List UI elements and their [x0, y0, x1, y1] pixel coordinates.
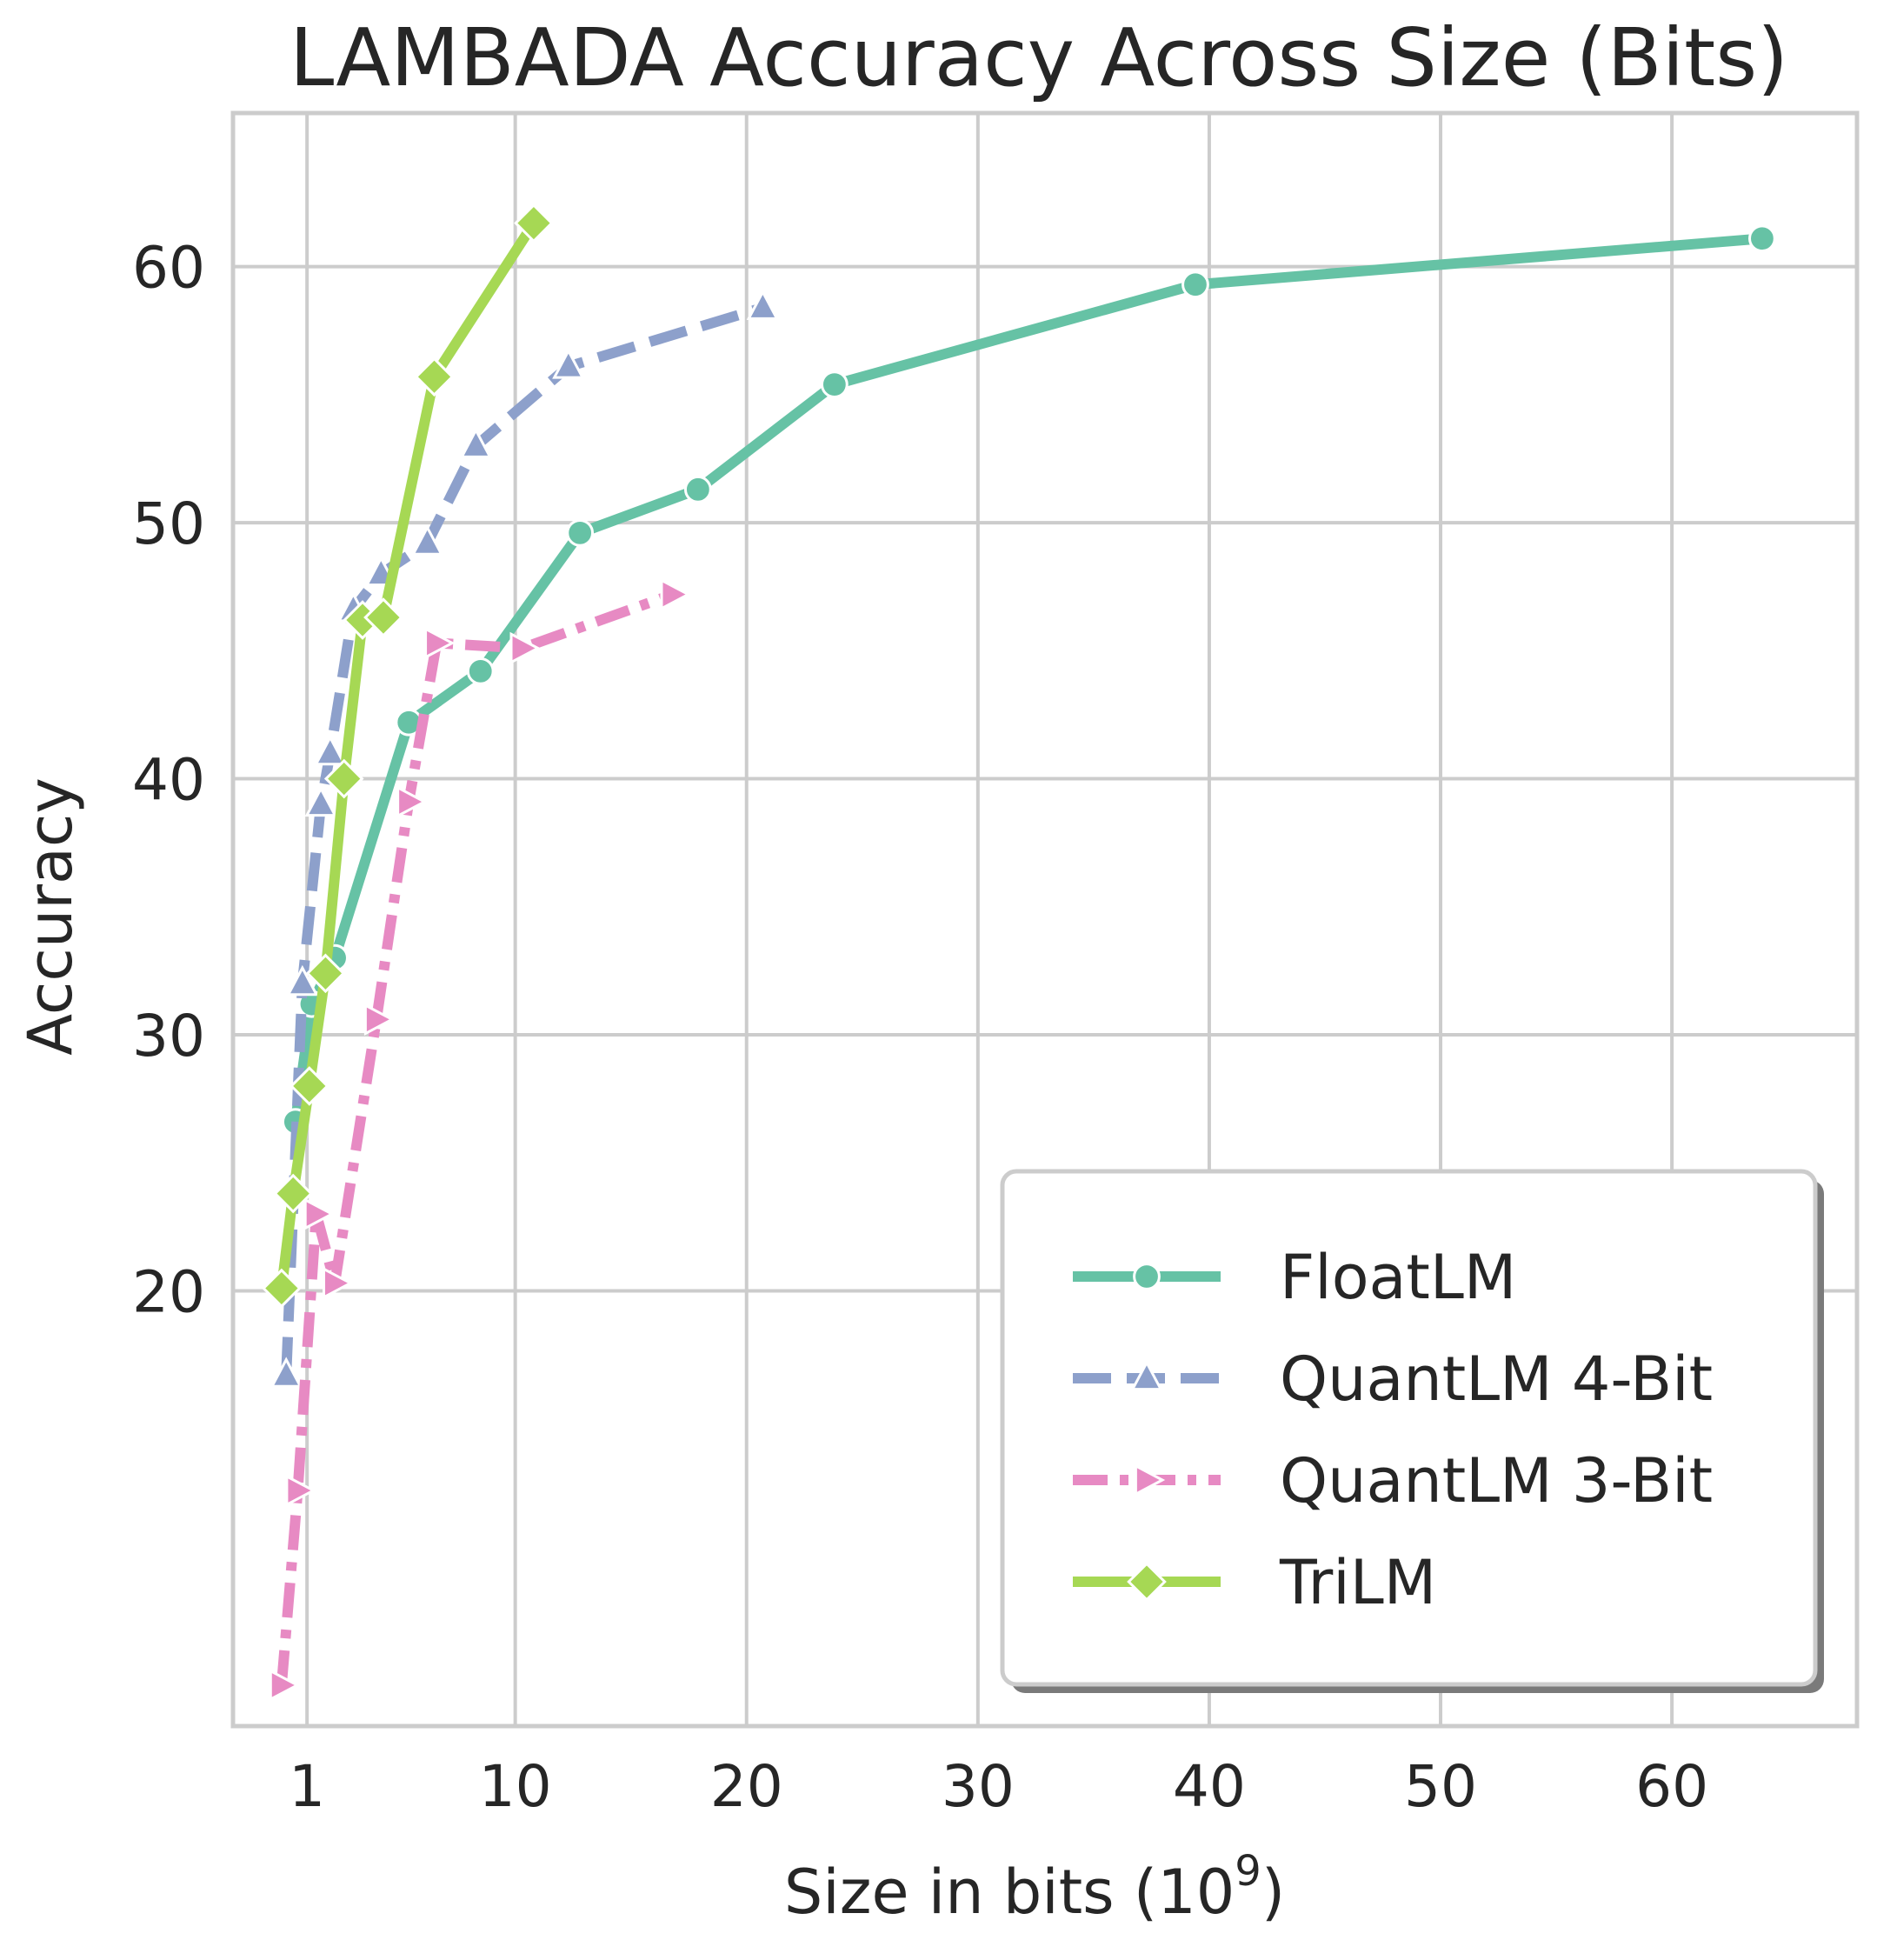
- data-point: [746, 289, 780, 320]
- data-point: [514, 203, 554, 243]
- x-axis-label: Size in bits (109): [784, 1847, 1285, 1928]
- data-point: [1748, 224, 1776, 253]
- legend-entry: TriLM: [1073, 1547, 1436, 1618]
- data-point: [304, 785, 337, 817]
- legend-marker: [1134, 1463, 1166, 1497]
- y-tick-label: 20: [132, 1258, 205, 1325]
- data-point: [314, 734, 347, 766]
- data-point: [286, 964, 319, 997]
- data-point: [466, 657, 495, 685]
- y-tick-label: 40: [132, 747, 205, 814]
- data-point: [459, 427, 493, 458]
- series-0: [281, 224, 1776, 1137]
- data-point: [566, 518, 595, 547]
- legend-label: QuantLM 3-Bit: [1280, 1445, 1713, 1517]
- y-tick-label: 60: [132, 235, 205, 302]
- data-point: [410, 524, 444, 556]
- x-tick-label: 50: [1404, 1753, 1477, 1820]
- x-tick-label: 1: [289, 1753, 325, 1820]
- x-tick-label: 30: [942, 1753, 1015, 1820]
- y-tick-labels: 20 30 40 50 60: [132, 235, 205, 1326]
- chart-title: LAMBADA Accuracy Across Size (Bits): [290, 11, 1788, 104]
- legend-entries: FloatLM QuantLM 4-Bit QuantLM 3-Bit TriLM: [1073, 1242, 1713, 1618]
- series-2: [269, 577, 691, 1702]
- legend-entry: FloatLM: [1073, 1242, 1516, 1313]
- legend: FloatLM QuantLM 4-Bit QuantLM 3-Bit TriLM: [1000, 1169, 1824, 1693]
- legend-entry: QuantLM 3-Bit: [1073, 1445, 1713, 1517]
- x-tick-label: 60: [1635, 1753, 1708, 1820]
- series-layer: [262, 203, 1776, 1702]
- series-1: [270, 289, 780, 1388]
- legend-marker: [1133, 1263, 1161, 1290]
- x-tick-label: 40: [1173, 1753, 1246, 1820]
- x-axis-label-close: ): [1261, 1857, 1285, 1928]
- y-tick-label: 50: [132, 490, 205, 557]
- data-point: [269, 1669, 301, 1702]
- legend-entry: QuantLM 4-Bit: [1073, 1343, 1713, 1415]
- data-point: [322, 1266, 354, 1300]
- legend-label: FloatLM: [1280, 1242, 1516, 1313]
- x-tick-label: 20: [710, 1753, 783, 1820]
- data-point: [363, 1003, 396, 1037]
- data-point: [262, 1268, 302, 1309]
- x-axis-label-base: 10: [1157, 1857, 1235, 1928]
- x-axis-label-exponent: 9: [1235, 1847, 1261, 1896]
- data-point: [303, 1197, 336, 1230]
- legend-box: [1000, 1169, 1818, 1687]
- data-point: [414, 357, 455, 397]
- x-tick-label: 10: [479, 1753, 552, 1820]
- x-tick-labels: 1 10 20 30 40 50 60: [289, 1753, 1708, 1820]
- data-point: [424, 626, 456, 660]
- series-line: [276, 589, 675, 1686]
- data-point: [552, 348, 585, 379]
- data-point: [683, 475, 712, 503]
- data-point: [323, 758, 364, 799]
- legend-marker: [1127, 1562, 1167, 1602]
- y-axis-label: Accuracy: [15, 777, 86, 1056]
- data-point: [305, 953, 346, 994]
- data-point: [363, 597, 403, 637]
- data-point: [270, 1357, 303, 1388]
- data-point: [820, 370, 849, 399]
- y-tick-label: 30: [132, 1003, 205, 1070]
- legend-marker: [1130, 1359, 1163, 1391]
- x-axis-label-text: Size in bits (: [784, 1857, 1157, 1928]
- data-point: [660, 577, 691, 611]
- series-3: [262, 203, 554, 1309]
- data-point: [1181, 270, 1209, 299]
- data-point: [396, 785, 428, 818]
- plot-area-frame: [230, 110, 1860, 1729]
- data-point: [509, 631, 541, 665]
- data-point: [289, 1066, 329, 1106]
- data-point: [285, 1474, 316, 1507]
- legend-label: TriLM: [1279, 1547, 1436, 1618]
- series-line: [281, 303, 765, 1376]
- legend-label: QuantLM 4-Bit: [1280, 1343, 1713, 1415]
- data-point: [273, 1173, 314, 1214]
